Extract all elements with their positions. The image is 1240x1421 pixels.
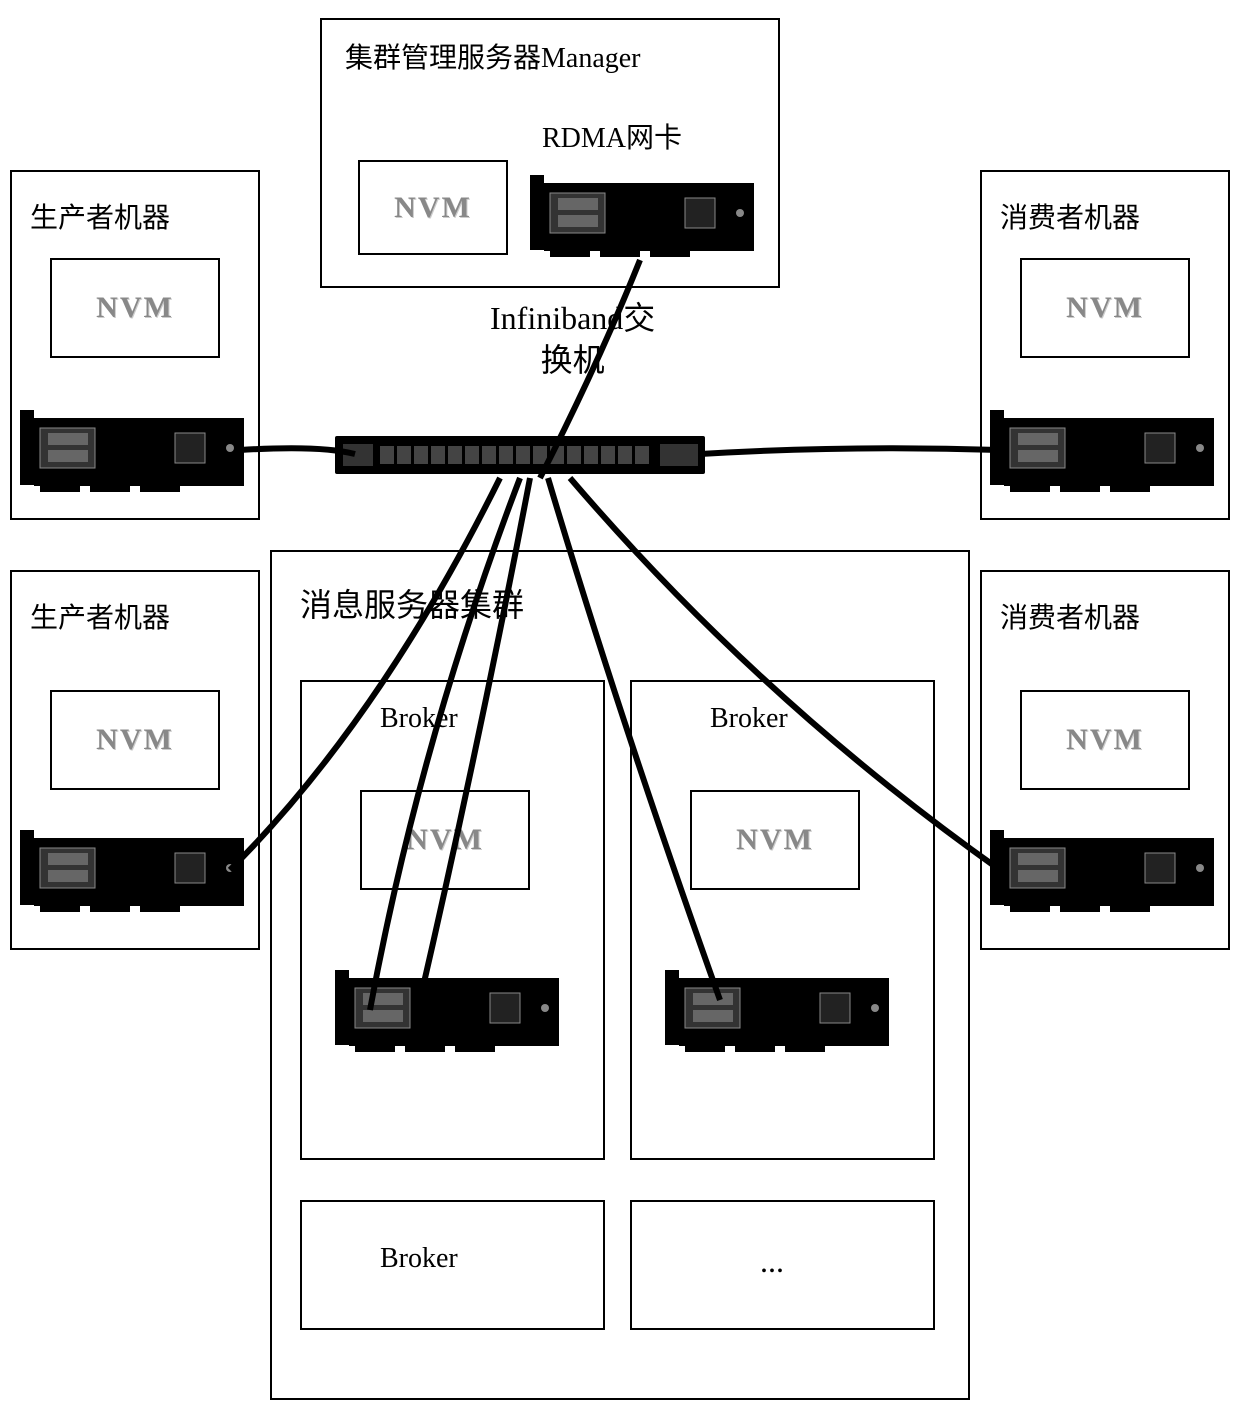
nvm-text: NVM [96,291,174,325]
nvm-text: NVM [1066,723,1144,757]
nvm-text: NVM [1066,291,1144,325]
switch-label-line2: 换机 [541,342,605,378]
nvm-consumer1: NVM [1020,258,1190,358]
producer1-label: 生产者机器 [30,196,170,236]
switch-label: Infiniband交 换机 [490,298,655,381]
nic-broker2 [665,960,895,1055]
nvm-text: NVM [736,823,814,857]
consumer1-label: 消费者机器 [1000,196,1140,236]
broker3-label: Broker [380,1243,458,1275]
switch-label-line1: Infiniband交 [490,300,655,336]
nic-producer1 [20,400,250,495]
infiniband-switch-icon [335,436,705,474]
nic-consumer1 [990,400,1220,495]
producer2-label: 生产者机器 [30,596,170,636]
nvm-broker1: NVM [360,790,530,890]
nvm-text: NVM [394,191,472,225]
nvm-manager: NVM [358,160,508,255]
broker1-label: Broker [380,703,458,735]
broker2-box [630,680,935,1160]
consumer2-label: 消费者机器 [1000,596,1140,636]
nvm-text: NVM [406,823,484,857]
nvm-broker2: NVM [690,790,860,890]
nic-consumer2 [990,820,1220,915]
nvm-consumer2: NVM [1020,690,1190,790]
nic-broker1 [335,960,565,1055]
nvm-text: NVM [96,723,174,757]
nic-manager [530,165,760,260]
nvm-producer2: NVM [50,690,220,790]
manager-label: 集群管理服务器Manager [345,36,641,76]
broker4-label: ... [760,1243,784,1280]
cluster-label: 消息服务器集群 [300,580,524,626]
nvm-producer1: NVM [50,258,220,358]
rdma-label: RDMA网卡 [542,116,682,156]
broker2-label: Broker [710,703,788,735]
broker1-box [300,680,605,1160]
nic-producer2 [20,820,250,915]
